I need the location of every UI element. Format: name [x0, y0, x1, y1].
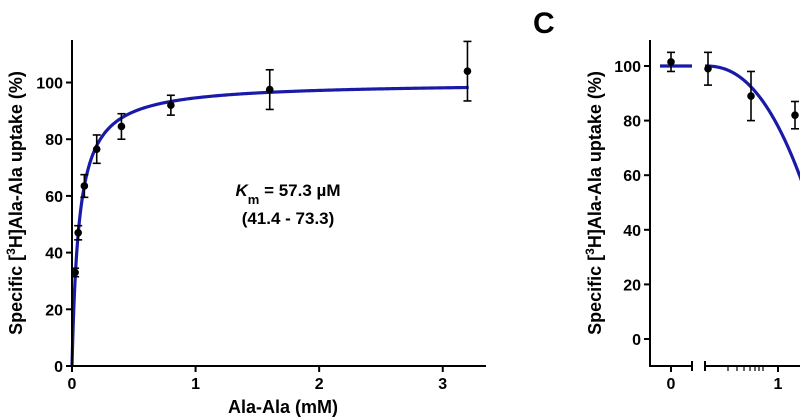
left-data-point-2 — [80, 173, 89, 199]
left-fit-curve — [70, 85, 469, 366]
left-y-axis-title: Specific [3H]Ala-Ala uptake (%) — [4, 71, 26, 335]
left-x-tick-label-1: 1 — [191, 376, 200, 393]
right-fit-curve — [704, 64, 800, 182]
km-annotation: Km = 57.3 µM — [236, 181, 341, 207]
right-y-tick-label-20: 20 — [623, 277, 641, 294]
left-x-ticks: 0 1 2 3 — [68, 366, 447, 393]
right-y-tick-label-0: 0 — [632, 332, 641, 349]
right-y-tick-label-80: 80 — [623, 114, 641, 131]
right-data-point-3 — [791, 100, 799, 130]
left-data-point-3 — [92, 134, 101, 165]
right-points-layer — [667, 51, 799, 130]
right-y-tick-label-60: 60 — [623, 168, 641, 185]
left-y-tick-label-100: 100 — [36, 76, 63, 93]
left-data-point-5 — [166, 94, 175, 116]
left-fit-layer — [70, 85, 469, 366]
left-y-ticks: 0 20 40 60 80 100 — [36, 76, 72, 376]
left-y-tick-label-80: 80 — [45, 132, 63, 149]
right-data-point-0 — [667, 51, 675, 73]
left-x-axis-title: Ala-Ala (mM) — [228, 397, 338, 417]
panel-letter-c: C — [533, 7, 555, 40]
right-y-ticks: 0 20 40 60 80 100 — [614, 59, 650, 349]
left-y-tick-label-20: 20 — [45, 302, 63, 319]
left-points-layer — [71, 40, 472, 278]
left-data-point-4 — [117, 112, 126, 141]
right-y-tick-label-100: 100 — [614, 59, 641, 76]
left-data-point-1 — [74, 224, 83, 241]
right-y-axis-title: Specific [3H]Ala-Ala uptake (%) — [583, 71, 605, 335]
right-x-tick-label-1: 1 — [774, 376, 783, 393]
left-y-tick-label-40: 40 — [45, 246, 63, 263]
left-x-tick-label-0: 0 — [68, 376, 77, 393]
left-y-tick-label-0: 0 — [54, 359, 63, 376]
km-confidence-interval: (41.4 - 73.3) — [242, 209, 335, 228]
left-y-tick-label-60: 60 — [45, 189, 63, 206]
right-data-point-1 — [704, 51, 712, 86]
right-fit-layer — [660, 64, 800, 182]
left-data-point-6 — [265, 68, 274, 111]
left-x-tick-label-2: 2 — [315, 376, 324, 393]
chart-left: 0 20 40 60 80 100 0 1 2 3 Specific [3H]Ala-Ala u… — [4, 40, 486, 417]
left-data-point-7 — [463, 40, 472, 102]
right-data-point-2 — [747, 70, 755, 122]
right-y-tick-label-40: 40 — [623, 223, 641, 240]
right-x-tick-label-0: 0 — [667, 376, 676, 393]
right-minor-log-ticks — [727, 366, 764, 371]
left-x-tick-label-3: 3 — [438, 376, 447, 393]
